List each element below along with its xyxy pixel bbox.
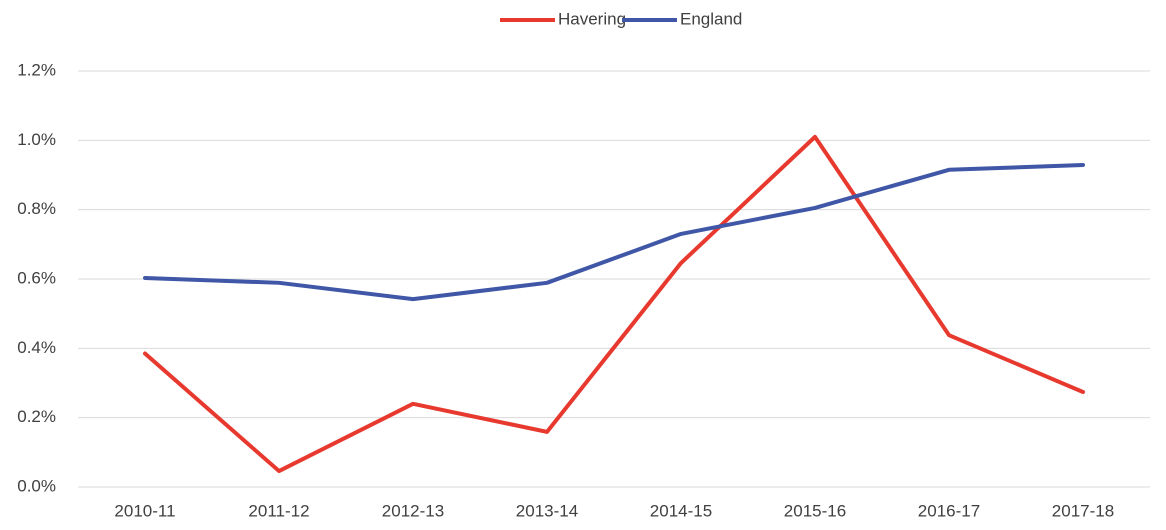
legend-label: Havering xyxy=(558,9,626,28)
x-tick-label: 2015-16 xyxy=(784,501,846,520)
y-tick-label: 1.0% xyxy=(17,130,56,149)
x-tick-label: 2014-15 xyxy=(650,501,712,520)
y-tick-label: 0.2% xyxy=(17,407,56,426)
x-tick-label: 2011-12 xyxy=(248,501,309,520)
y-tick-label: 1.2% xyxy=(17,60,56,79)
x-tick-label: 2016-17 xyxy=(918,501,980,520)
series-line xyxy=(143,162,1085,302)
x-tick-label: 2010-11 xyxy=(114,501,175,520)
y-tick-label: 0.0% xyxy=(17,476,56,495)
x-tick-label: 2012-13 xyxy=(382,501,444,520)
y-tick-label: 0.4% xyxy=(17,338,56,357)
y-tick-label: 0.6% xyxy=(17,268,56,287)
legend-label: England xyxy=(680,9,742,28)
x-tick-label: 2017-18 xyxy=(1052,501,1114,520)
y-tick-label: 0.8% xyxy=(17,199,56,218)
series-line xyxy=(143,134,1085,474)
x-tick-label: 2013-14 xyxy=(516,501,578,520)
